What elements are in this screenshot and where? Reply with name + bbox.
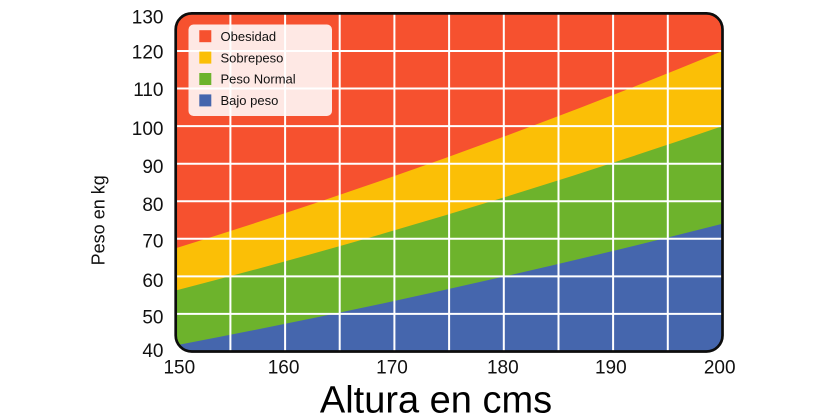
svg-text:80: 80: [142, 195, 163, 216]
svg-text:180: 180: [487, 357, 519, 378]
svg-text:50: 50: [142, 307, 163, 328]
svg-text:150: 150: [163, 357, 195, 378]
svg-text:Bajo peso: Bajo peso: [221, 93, 279, 108]
svg-text:100: 100: [132, 119, 164, 140]
svg-text:130: 130: [132, 7, 164, 28]
svg-text:70: 70: [142, 231, 163, 252]
svg-text:Sobrepeso: Sobrepeso: [221, 50, 284, 65]
svg-text:110: 110: [133, 80, 163, 101]
svg-text:120: 120: [132, 43, 164, 64]
svg-text:Peso Normal: Peso Normal: [221, 72, 296, 87]
svg-text:60: 60: [142, 271, 163, 292]
svg-text:Altura en cms: Altura en cms: [320, 380, 552, 420]
svg-text:170: 170: [376, 357, 408, 378]
svg-text:90: 90: [142, 157, 163, 178]
svg-text:Peso en kg: Peso en kg: [88, 175, 108, 265]
svg-text:40: 40: [142, 341, 163, 362]
svg-text:160: 160: [268, 357, 300, 378]
svg-text:190: 190: [595, 357, 627, 378]
svg-text:Obesidad: Obesidad: [221, 29, 277, 44]
svg-text:200: 200: [704, 357, 736, 378]
